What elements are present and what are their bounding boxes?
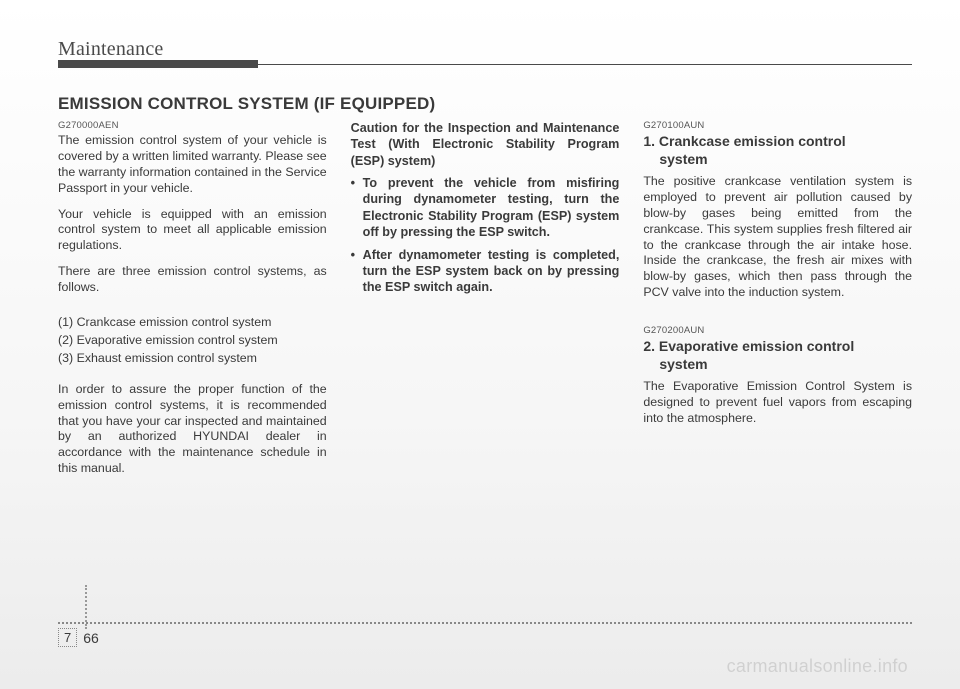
manual-page: Maintenance EMISSION CONTROL SYSTEM (IF … bbox=[0, 0, 960, 689]
heading-text: system bbox=[659, 151, 912, 169]
bullet-marker: • bbox=[351, 175, 363, 240]
ref-code: G270200AUN bbox=[643, 325, 912, 336]
paragraph: There are three emission control systems… bbox=[58, 264, 327, 296]
heading-text: system bbox=[659, 356, 912, 374]
ref-code: G270000AEN bbox=[58, 120, 327, 131]
header-tab bbox=[58, 60, 258, 68]
bullet-item: • After dynamometer testing is completed… bbox=[351, 247, 620, 296]
paragraph: The Evaporative Emission Control System … bbox=[643, 379, 912, 427]
paragraph: The positive crankcase ventilation syste… bbox=[643, 174, 912, 301]
list-item: (3) Exhaust emission control system bbox=[58, 350, 327, 368]
page-footer: 7 66 bbox=[58, 622, 912, 647]
content-columns: G270000AEN The emission control system o… bbox=[58, 120, 912, 487]
bullet-text: After dynamometer testing is completed, … bbox=[363, 247, 620, 296]
list-item: (2) Evaporative emission control system bbox=[58, 332, 327, 350]
bullet-item: • To prevent the vehicle from misfiring … bbox=[351, 175, 620, 240]
heading-num: 1. bbox=[643, 133, 659, 149]
footer-rule bbox=[58, 622, 912, 624]
caution-heading: Caution for the Inspection and Maintenan… bbox=[351, 120, 620, 169]
bullet-marker: • bbox=[351, 247, 363, 296]
page-title: EMISSION CONTROL SYSTEM (IF EQUIPPED) bbox=[58, 94, 912, 114]
section-name: Maintenance bbox=[58, 38, 912, 61]
footer-vline bbox=[85, 585, 87, 629]
subsection-heading: 2. Evaporative emission control system bbox=[643, 338, 912, 373]
footer-numbers: 7 66 bbox=[58, 628, 912, 647]
bullet-text: To prevent the vehicle from misfiring du… bbox=[363, 175, 620, 240]
chapter-number: 7 bbox=[58, 628, 77, 647]
page-number: 66 bbox=[83, 630, 99, 646]
paragraph: The emission control system of your vehi… bbox=[58, 133, 327, 197]
ref-code: G270100AUN bbox=[643, 120, 912, 131]
heading-text: Crankcase emission control bbox=[659, 133, 846, 149]
column-1: G270000AEN The emission control system o… bbox=[58, 120, 327, 487]
watermark: carmanualsonline.info bbox=[727, 656, 908, 677]
paragraph: Your vehicle is equipped with an emissio… bbox=[58, 207, 327, 255]
column-2: Caution for the Inspection and Maintenan… bbox=[351, 120, 620, 487]
paragraph: In order to assure the proper function o… bbox=[58, 382, 327, 477]
subsection-heading: 1. Crankcase emission control system bbox=[643, 133, 912, 168]
list-item: (1) Crankcase emission control system bbox=[58, 314, 327, 332]
heading-text: Evaporative emission control bbox=[659, 338, 854, 354]
page-header: Maintenance bbox=[58, 38, 912, 84]
column-3: G270100AUN 1. Crankcase emission control… bbox=[643, 120, 912, 487]
heading-num: 2. bbox=[643, 338, 659, 354]
